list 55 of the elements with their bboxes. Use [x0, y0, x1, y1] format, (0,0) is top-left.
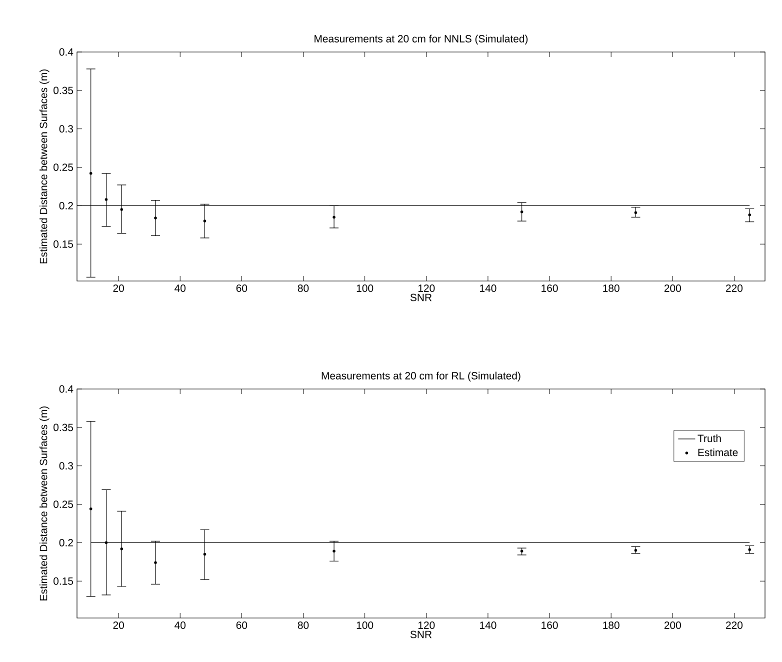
y-tick-label: 0.2: [59, 538, 73, 546]
x-tick-label: 20: [113, 622, 124, 629]
x-tick-label: 200: [664, 622, 681, 629]
y-tick-label: 0.35: [54, 424, 74, 432]
y-tick-label: 0.4: [59, 385, 74, 393]
x-tick-label: 40: [174, 284, 186, 292]
x-tick-label: 40: [174, 622, 186, 629]
x-axis-title: SNR: [410, 630, 432, 638]
point: [154, 216, 157, 220]
point: [332, 216, 336, 219]
x-tick-label: 120: [418, 622, 435, 629]
x-tick-label: 120: [418, 284, 435, 292]
x-tick-label: 20: [113, 284, 124, 292]
point: [332, 550, 336, 553]
x-tick-label: 200: [664, 284, 681, 292]
x-axis-title: SNR: [410, 294, 432, 302]
y-tick-label: 0.15: [54, 577, 74, 585]
point: [203, 552, 206, 556]
point: [104, 541, 108, 544]
legend-label: Estimate: [698, 448, 738, 456]
y-tick-label: 0.25: [54, 500, 74, 508]
point: [89, 172, 92, 175]
point: [120, 208, 124, 211]
chart-title: Measurements at 20 cm for NNLS (Simulated): [314, 34, 528, 44]
x-tick-label: 160: [542, 284, 558, 292]
x-tick-label: 60: [236, 622, 248, 629]
x-tick-label: 140: [480, 622, 496, 629]
x-tick-label: 80: [298, 284, 309, 292]
y-tick-label: 0.4: [59, 48, 74, 56]
chart-title: Measurements at 20 cm for RL (Simulated): [322, 372, 520, 382]
x-tick-label: 100: [356, 622, 374, 629]
x-tick-label: 220: [726, 284, 743, 292]
x-tick-label: 80: [298, 622, 309, 629]
y-axis-title: Estimated Distance between Surfaces (m): [40, 70, 50, 264]
legend-label: Truth: [698, 434, 721, 442]
x-tick-label: 60: [236, 284, 248, 292]
point: [89, 507, 92, 510]
point: [120, 547, 124, 550]
point: [154, 561, 157, 564]
y-tick-label: 0.3: [59, 125, 74, 133]
y-tick-label: 0.3: [59, 462, 74, 470]
y-axis-title: Estimated Distance between Surfaces (m): [40, 406, 50, 600]
x-tick-label: 180: [603, 622, 620, 629]
point: [520, 210, 524, 214]
y-tick-label: 0.25: [54, 164, 74, 171]
y-tick-label: 0.15: [54, 240, 74, 248]
y-tick-label: 0.35: [54, 86, 74, 94]
point: [203, 220, 206, 222]
x-tick-label: 140: [480, 284, 496, 292]
x-tick-label: 160: [542, 622, 558, 629]
x-tick-label: 100: [356, 284, 374, 292]
y-tick-label: 0.2: [59, 202, 73, 210]
x-tick-label: 180: [603, 284, 620, 292]
x-tick-label: 220: [726, 622, 743, 629]
point: [104, 198, 108, 201]
